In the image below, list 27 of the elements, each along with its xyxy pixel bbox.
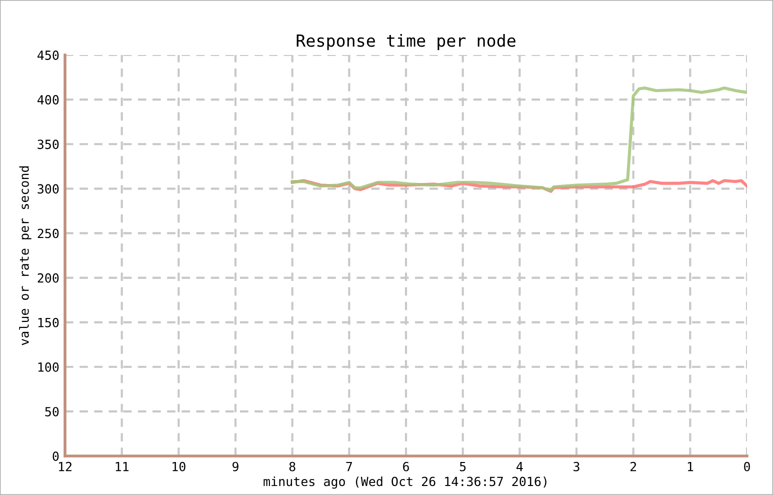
line-series: [290, 86, 747, 192]
x-tick-label: 4: [516, 462, 523, 472]
y-tick-label: 50: [45, 406, 59, 416]
y-tick-label: 0: [52, 452, 59, 461]
x-tick-label: 2: [630, 462, 636, 472]
y-tick-label: 400: [37, 95, 59, 105]
x-tick-label: 10: [172, 462, 186, 472]
x-tick-label: 0: [744, 462, 750, 472]
y-tick-label: 200: [38, 273, 59, 283]
x-tick-label: 6: [403, 462, 409, 472]
x-axis-title: minutes ago (Wed Oct 26 14:36:57 2016): [264, 476, 546, 489]
chart-title: Response time per node: [296, 34, 516, 50]
x-tick-label: 7: [346, 462, 352, 472]
y-tick-label: 300: [38, 184, 59, 194]
x-tick-label: 5: [460, 462, 466, 472]
x-tick-label: 3: [574, 462, 580, 472]
x-tick-label: 8: [289, 462, 296, 472]
x-tick-label: 11: [116, 462, 129, 472]
x-tick-label: 12: [58, 462, 72, 472]
y-tick-label: 250: [38, 228, 59, 238]
y-tick-label: 450: [37, 50, 59, 60]
y-axis-title: value or rate per second: [19, 166, 32, 346]
y-tick-label: 150: [38, 318, 59, 328]
y-tick-label: 350: [38, 140, 59, 150]
y-tick-label: 100: [38, 362, 59, 372]
x-tick-label: 1: [688, 462, 694, 472]
x-tick-label: 9: [232, 462, 238, 472]
